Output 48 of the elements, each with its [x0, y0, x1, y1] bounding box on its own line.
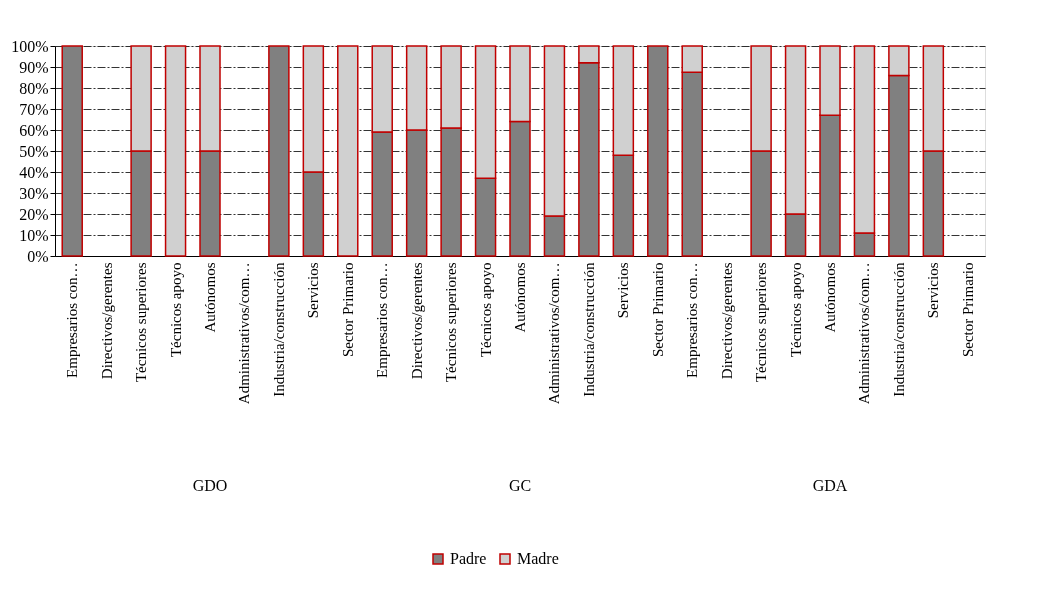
x-tick-label: Sector Primario: [339, 262, 356, 358]
x-tick-label: Técnicos apoyo: [477, 262, 494, 358]
y-tick-label: 100%: [11, 37, 49, 55]
x-tick-label: Directivos/gerentes: [408, 262, 425, 380]
x-tick-label: Administrativos/com…: [546, 262, 563, 405]
y-tick-label: 60%: [19, 121, 49, 139]
bar: [647, 45, 669, 257]
x-tick-label: Técnicos superiores: [443, 262, 460, 383]
y-tick-label: 20%: [19, 205, 49, 223]
x-tick-label: Directivos/gerentes: [98, 262, 115, 380]
y-tick-label: 40%: [19, 163, 49, 181]
x-tick-label: Técnicos apoyo: [787, 262, 804, 358]
legend-label: Padre: [450, 550, 487, 567]
y-tick-label: 30%: [19, 184, 49, 202]
x-tick-label: Empresarios con…: [374, 262, 391, 378]
y-tick-label: 80%: [19, 79, 49, 97]
x-tick-label: Industria/construcción: [890, 262, 907, 397]
text: GC: [508, 477, 532, 494]
x-tick-label: Técnicos superiores: [753, 262, 770, 383]
x-tick-label: Técnicos apoyo: [167, 262, 184, 358]
bar: [164, 45, 187, 257]
x-tick-label: Empresarios con…: [684, 262, 701, 378]
x-tick-label: Autónomos: [202, 262, 218, 333]
text: GDO: [192, 477, 228, 494]
y-tick-label: 90%: [19, 58, 49, 76]
x-tick-label: Industria/construcción: [270, 262, 287, 397]
x-tick-label: Sector Primario: [959, 262, 976, 358]
y-tick-label: 70%: [19, 100, 49, 118]
x-tick-label: Técnicos superiores: [133, 262, 150, 383]
bar: [337, 45, 359, 257]
x-tick-label: Autónomos: [512, 262, 528, 333]
x-tick-label: Servicios: [615, 262, 632, 319]
bar: [61, 45, 83, 257]
x-tick-label: Industria/construcción: [580, 262, 597, 397]
legend-label: Madre: [517, 550, 559, 567]
x-tick-label: Sector Primario: [649, 262, 666, 358]
text: GDA: [812, 477, 848, 494]
x-tick-label: Directivos/gerentes: [718, 262, 735, 380]
y-tick-label: 10%: [19, 226, 49, 244]
x-tick-label: Empresarios con…: [64, 262, 81, 378]
y-tick-label: 0%: [27, 247, 49, 265]
x-tick-label: Autónomos: [822, 262, 838, 333]
x-tick-label: Servicios: [305, 262, 322, 319]
x-tick-label: Administrativos/com…: [856, 262, 873, 405]
y-tick-label: 50%: [19, 142, 49, 160]
bar: [268, 45, 290, 257]
x-tick-label: Administrativos/com…: [236, 262, 253, 405]
x-tick-label: Servicios: [925, 262, 942, 319]
